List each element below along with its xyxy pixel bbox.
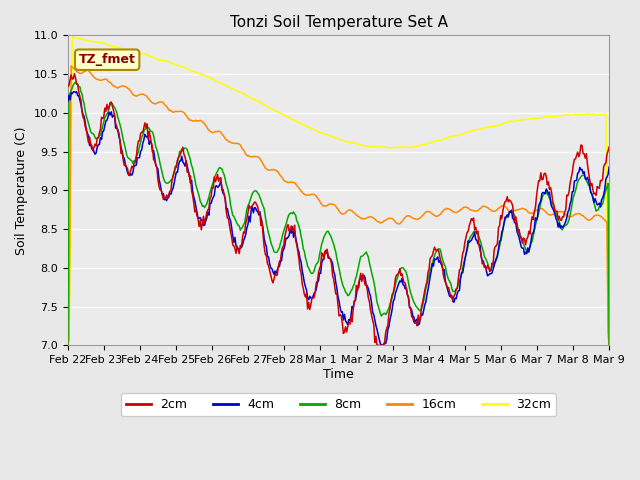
4cm bbox=[64, 98, 72, 104]
4cm bbox=[326, 255, 333, 261]
8cm bbox=[322, 230, 330, 236]
32cm bbox=[322, 132, 330, 137]
32cm bbox=[509, 119, 516, 125]
16cm bbox=[358, 216, 365, 221]
2cm bbox=[70, 71, 78, 77]
4cm bbox=[378, 342, 385, 348]
Line: 32cm: 32cm bbox=[68, 37, 609, 345]
Line: 16cm: 16cm bbox=[68, 66, 609, 345]
8cm bbox=[64, 342, 72, 348]
32cm bbox=[593, 112, 601, 118]
16cm bbox=[322, 203, 330, 209]
8cm bbox=[387, 298, 395, 303]
16cm bbox=[326, 201, 333, 207]
4cm bbox=[322, 247, 330, 253]
2cm bbox=[595, 185, 602, 191]
32cm bbox=[64, 342, 72, 348]
4cm bbox=[358, 277, 365, 283]
8cm bbox=[326, 231, 333, 237]
Line: 4cm: 4cm bbox=[68, 92, 609, 345]
X-axis label: Time: Time bbox=[323, 368, 354, 381]
16cm bbox=[509, 208, 516, 214]
16cm bbox=[67, 63, 75, 69]
32cm bbox=[358, 142, 365, 148]
2cm bbox=[326, 254, 333, 260]
Line: 8cm: 8cm bbox=[68, 82, 609, 345]
2cm bbox=[510, 212, 518, 218]
8cm bbox=[593, 207, 601, 213]
16cm bbox=[387, 216, 395, 221]
2cm bbox=[358, 279, 365, 285]
2cm bbox=[388, 291, 396, 297]
4cm bbox=[510, 216, 518, 222]
4cm bbox=[605, 164, 613, 170]
8cm bbox=[605, 342, 613, 348]
Legend: 2cm, 4cm, 8cm, 16cm, 32cm: 2cm, 4cm, 8cm, 16cm, 32cm bbox=[120, 394, 556, 417]
4cm bbox=[595, 202, 602, 207]
4cm bbox=[388, 306, 396, 312]
32cm bbox=[68, 34, 76, 40]
16cm bbox=[593, 212, 601, 218]
8cm bbox=[358, 253, 365, 259]
2cm bbox=[605, 144, 613, 150]
2cm bbox=[373, 342, 381, 348]
8cm bbox=[509, 210, 516, 216]
32cm bbox=[326, 132, 333, 138]
16cm bbox=[605, 342, 613, 348]
Text: TZ_fmet: TZ_fmet bbox=[79, 53, 136, 66]
2cm bbox=[322, 251, 330, 256]
Y-axis label: Soil Temperature (C): Soil Temperature (C) bbox=[15, 126, 28, 254]
Title: Tonzi Soil Temperature Set A: Tonzi Soil Temperature Set A bbox=[230, 15, 447, 30]
16cm bbox=[64, 342, 72, 348]
32cm bbox=[605, 342, 613, 348]
8cm bbox=[72, 79, 79, 85]
Line: 2cm: 2cm bbox=[68, 74, 609, 345]
2cm bbox=[64, 84, 72, 90]
4cm bbox=[73, 89, 81, 95]
32cm bbox=[387, 145, 395, 151]
